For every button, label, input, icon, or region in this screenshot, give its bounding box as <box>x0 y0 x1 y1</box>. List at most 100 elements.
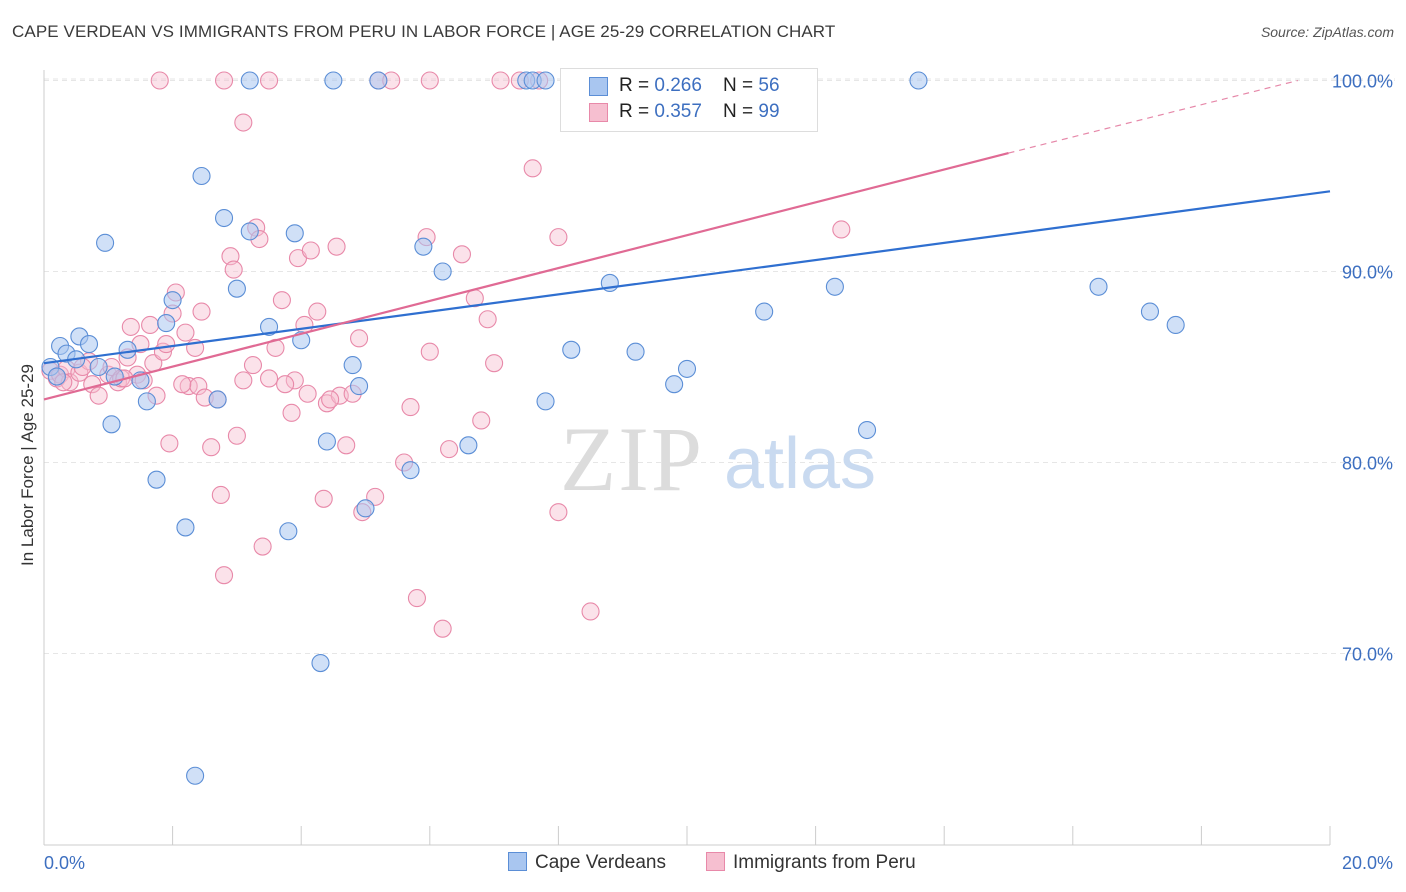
point-capeverde <box>1166 315 1185 335</box>
point-peru <box>141 315 160 335</box>
point-peru <box>282 403 301 422</box>
point-peru <box>549 228 568 247</box>
point-peru <box>549 503 568 522</box>
point-peru <box>253 537 272 556</box>
bottom-legend-swatch-pink <box>706 852 725 871</box>
point-capeverde <box>311 653 330 673</box>
trend-line-peru-extension <box>1008 79 1298 154</box>
watermark-atlas: atlas <box>724 424 876 504</box>
point-capeverde <box>356 499 375 518</box>
bottom-legend-peru: Immigrants from Peru <box>706 852 916 874</box>
point-peru <box>276 375 295 394</box>
point-peru <box>211 485 230 505</box>
point-peru <box>581 602 600 621</box>
point-capeverde <box>227 279 246 298</box>
point-capeverde <box>401 461 420 480</box>
point-peru <box>150 71 169 90</box>
point-peru <box>327 237 346 256</box>
point-peru <box>234 371 253 390</box>
point-capeverde <box>292 331 311 350</box>
legend-n-label: N = <box>723 75 759 96</box>
point-peru <box>321 390 340 409</box>
legend-swatch-pink <box>589 103 608 122</box>
trend-lines <box>43 79 1331 401</box>
point-peru <box>301 241 320 260</box>
point-peru <box>221 247 240 266</box>
x-tick-label: 20.0% <box>1342 853 1393 873</box>
point-peru <box>214 71 234 90</box>
y-tick-label: 100.0% <box>1332 72 1393 92</box>
point-capeverde <box>279 522 298 541</box>
point-capeverde <box>562 340 581 359</box>
legend-n-label: N = <box>723 101 759 122</box>
point-peru <box>314 489 333 508</box>
point-peru <box>420 71 439 90</box>
point-capeverde <box>317 432 336 451</box>
point-capeverde <box>208 390 227 409</box>
point-peru <box>89 386 108 405</box>
legend-n-value-pink: 99 <box>758 101 780 122</box>
point-peru <box>523 159 542 178</box>
point-peru <box>121 317 140 336</box>
trend-line-peru <box>43 152 1009 401</box>
point-capeverde <box>857 420 877 440</box>
point-capeverde <box>414 237 433 256</box>
point-capeverde <box>459 436 478 455</box>
point-capeverde <box>350 377 369 396</box>
point-capeverde <box>755 302 774 321</box>
x-tick-label: 0.0% <box>44 853 85 873</box>
point-peru <box>173 375 192 394</box>
point-capeverde <box>324 71 343 90</box>
point-capeverde <box>47 367 66 386</box>
point-capeverde <box>626 342 645 361</box>
legend-r-value-pink: 0.357 <box>654 101 702 122</box>
point-peru <box>407 589 426 608</box>
legend-r-label: R = <box>619 75 655 96</box>
point-peru <box>157 335 176 354</box>
chart-title: CAPE VERDEAN VS IMMIGRANTS FROM PERU IN … <box>12 22 836 41</box>
point-capeverde <box>89 357 108 377</box>
point-capeverde <box>118 340 137 359</box>
point-capeverde <box>536 392 555 411</box>
point-capeverde <box>96 233 115 252</box>
point-peru <box>832 220 851 239</box>
point-peru <box>259 71 279 90</box>
watermark: ZIP atlas <box>560 408 876 510</box>
point-capeverde <box>163 291 182 310</box>
correlation-legend: R = 0.266 N = 56 R = 0.357 N = 99 <box>560 68 818 132</box>
point-capeverde <box>665 375 684 394</box>
point-capeverde <box>240 222 259 241</box>
point-peru <box>227 426 246 445</box>
watermark-zip: ZIP <box>560 408 704 510</box>
point-peru <box>440 440 459 459</box>
bottom-legend-capeverde: Cape Verdeans <box>508 852 666 874</box>
point-capeverde <box>259 317 279 336</box>
point-capeverde <box>157 314 176 333</box>
source-credit: Source: ZipAtlas.com <box>1260 24 1394 40</box>
point-peru <box>179 377 198 396</box>
point-peru <box>224 260 243 279</box>
point-peru <box>298 384 317 403</box>
point-capeverde <box>214 208 234 228</box>
bottom-legend-label-blue: Cape Verdeans <box>535 852 666 873</box>
point-peru <box>234 113 253 132</box>
point-capeverde <box>285 224 304 243</box>
point-capeverde <box>433 262 452 281</box>
point-peru <box>259 369 279 388</box>
point-peru <box>420 342 439 361</box>
point-peru <box>452 245 472 264</box>
point-capeverde <box>536 71 555 90</box>
point-capeverde <box>102 415 121 434</box>
legend-r-label: R = <box>619 101 655 122</box>
series-peru-points <box>41 71 851 638</box>
y-tick-label: 80.0% <box>1342 454 1393 474</box>
point-peru <box>160 434 179 453</box>
point-peru <box>202 438 221 457</box>
point-peru <box>243 356 263 375</box>
point-peru <box>350 329 369 348</box>
point-capeverde <box>909 71 928 90</box>
point-peru <box>337 436 356 455</box>
point-capeverde <box>1089 277 1108 296</box>
point-peru <box>189 377 208 396</box>
y-tick-label: 90.0% <box>1342 263 1393 283</box>
